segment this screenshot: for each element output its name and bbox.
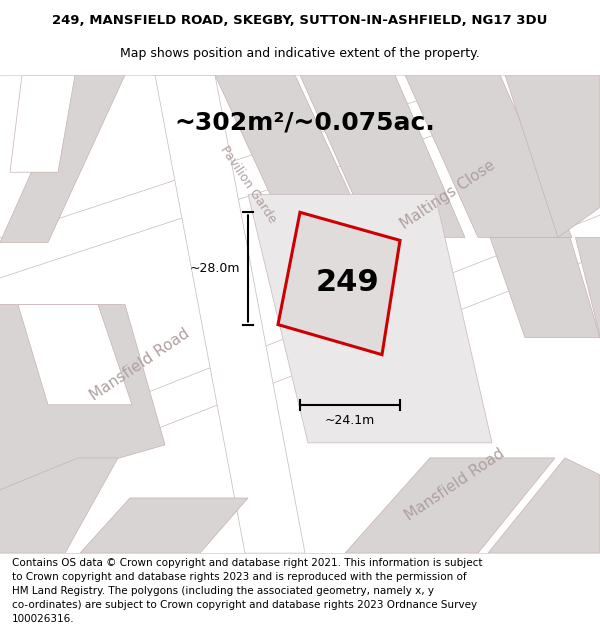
Polygon shape [0,75,125,242]
Polygon shape [488,458,600,553]
Polygon shape [0,208,600,498]
Text: Mansfield Road: Mansfield Road [403,446,508,524]
Polygon shape [300,75,465,238]
Text: ~24.1m: ~24.1m [325,414,375,428]
Text: Maltings Close: Maltings Close [398,157,498,231]
Text: Pavilion Garde: Pavilion Garde [217,143,278,225]
Polygon shape [215,75,370,238]
Text: co-ordinates) are subject to Crown copyright and database rights 2023 Ordnance S: co-ordinates) are subject to Crown copyr… [12,600,477,610]
Text: HM Land Registry. The polygons (including the associated geometry, namely x, y: HM Land Registry. The polygons (includin… [12,586,434,596]
Polygon shape [248,194,492,443]
Polygon shape [490,238,600,338]
Polygon shape [505,75,600,238]
Polygon shape [80,498,248,553]
Polygon shape [278,213,400,354]
Text: 249: 249 [316,269,380,298]
Polygon shape [18,304,132,405]
Polygon shape [575,238,600,338]
Text: Contains OS data © Crown copyright and database right 2021. This information is : Contains OS data © Crown copyright and d… [12,558,482,568]
Text: ~28.0m: ~28.0m [190,262,240,275]
Polygon shape [155,75,305,553]
Polygon shape [0,304,165,498]
Polygon shape [0,458,118,553]
Polygon shape [0,34,600,284]
Polygon shape [10,75,75,172]
Text: ~302m²/~0.075ac.: ~302m²/~0.075ac. [175,110,436,134]
Text: 100026316.: 100026316. [12,614,74,624]
Text: Mansfield Road: Mansfield Road [88,326,193,404]
Text: 249, MANSFIELD ROAD, SKEGBY, SUTTON-IN-ASHFIELD, NG17 3DU: 249, MANSFIELD ROAD, SKEGBY, SUTTON-IN-A… [52,14,548,28]
Text: Map shows position and indicative extent of the property.: Map shows position and indicative extent… [120,48,480,61]
Polygon shape [345,458,555,553]
Text: to Crown copyright and database rights 2023 and is reproduced with the permissio: to Crown copyright and database rights 2… [12,572,467,582]
Polygon shape [405,75,572,238]
